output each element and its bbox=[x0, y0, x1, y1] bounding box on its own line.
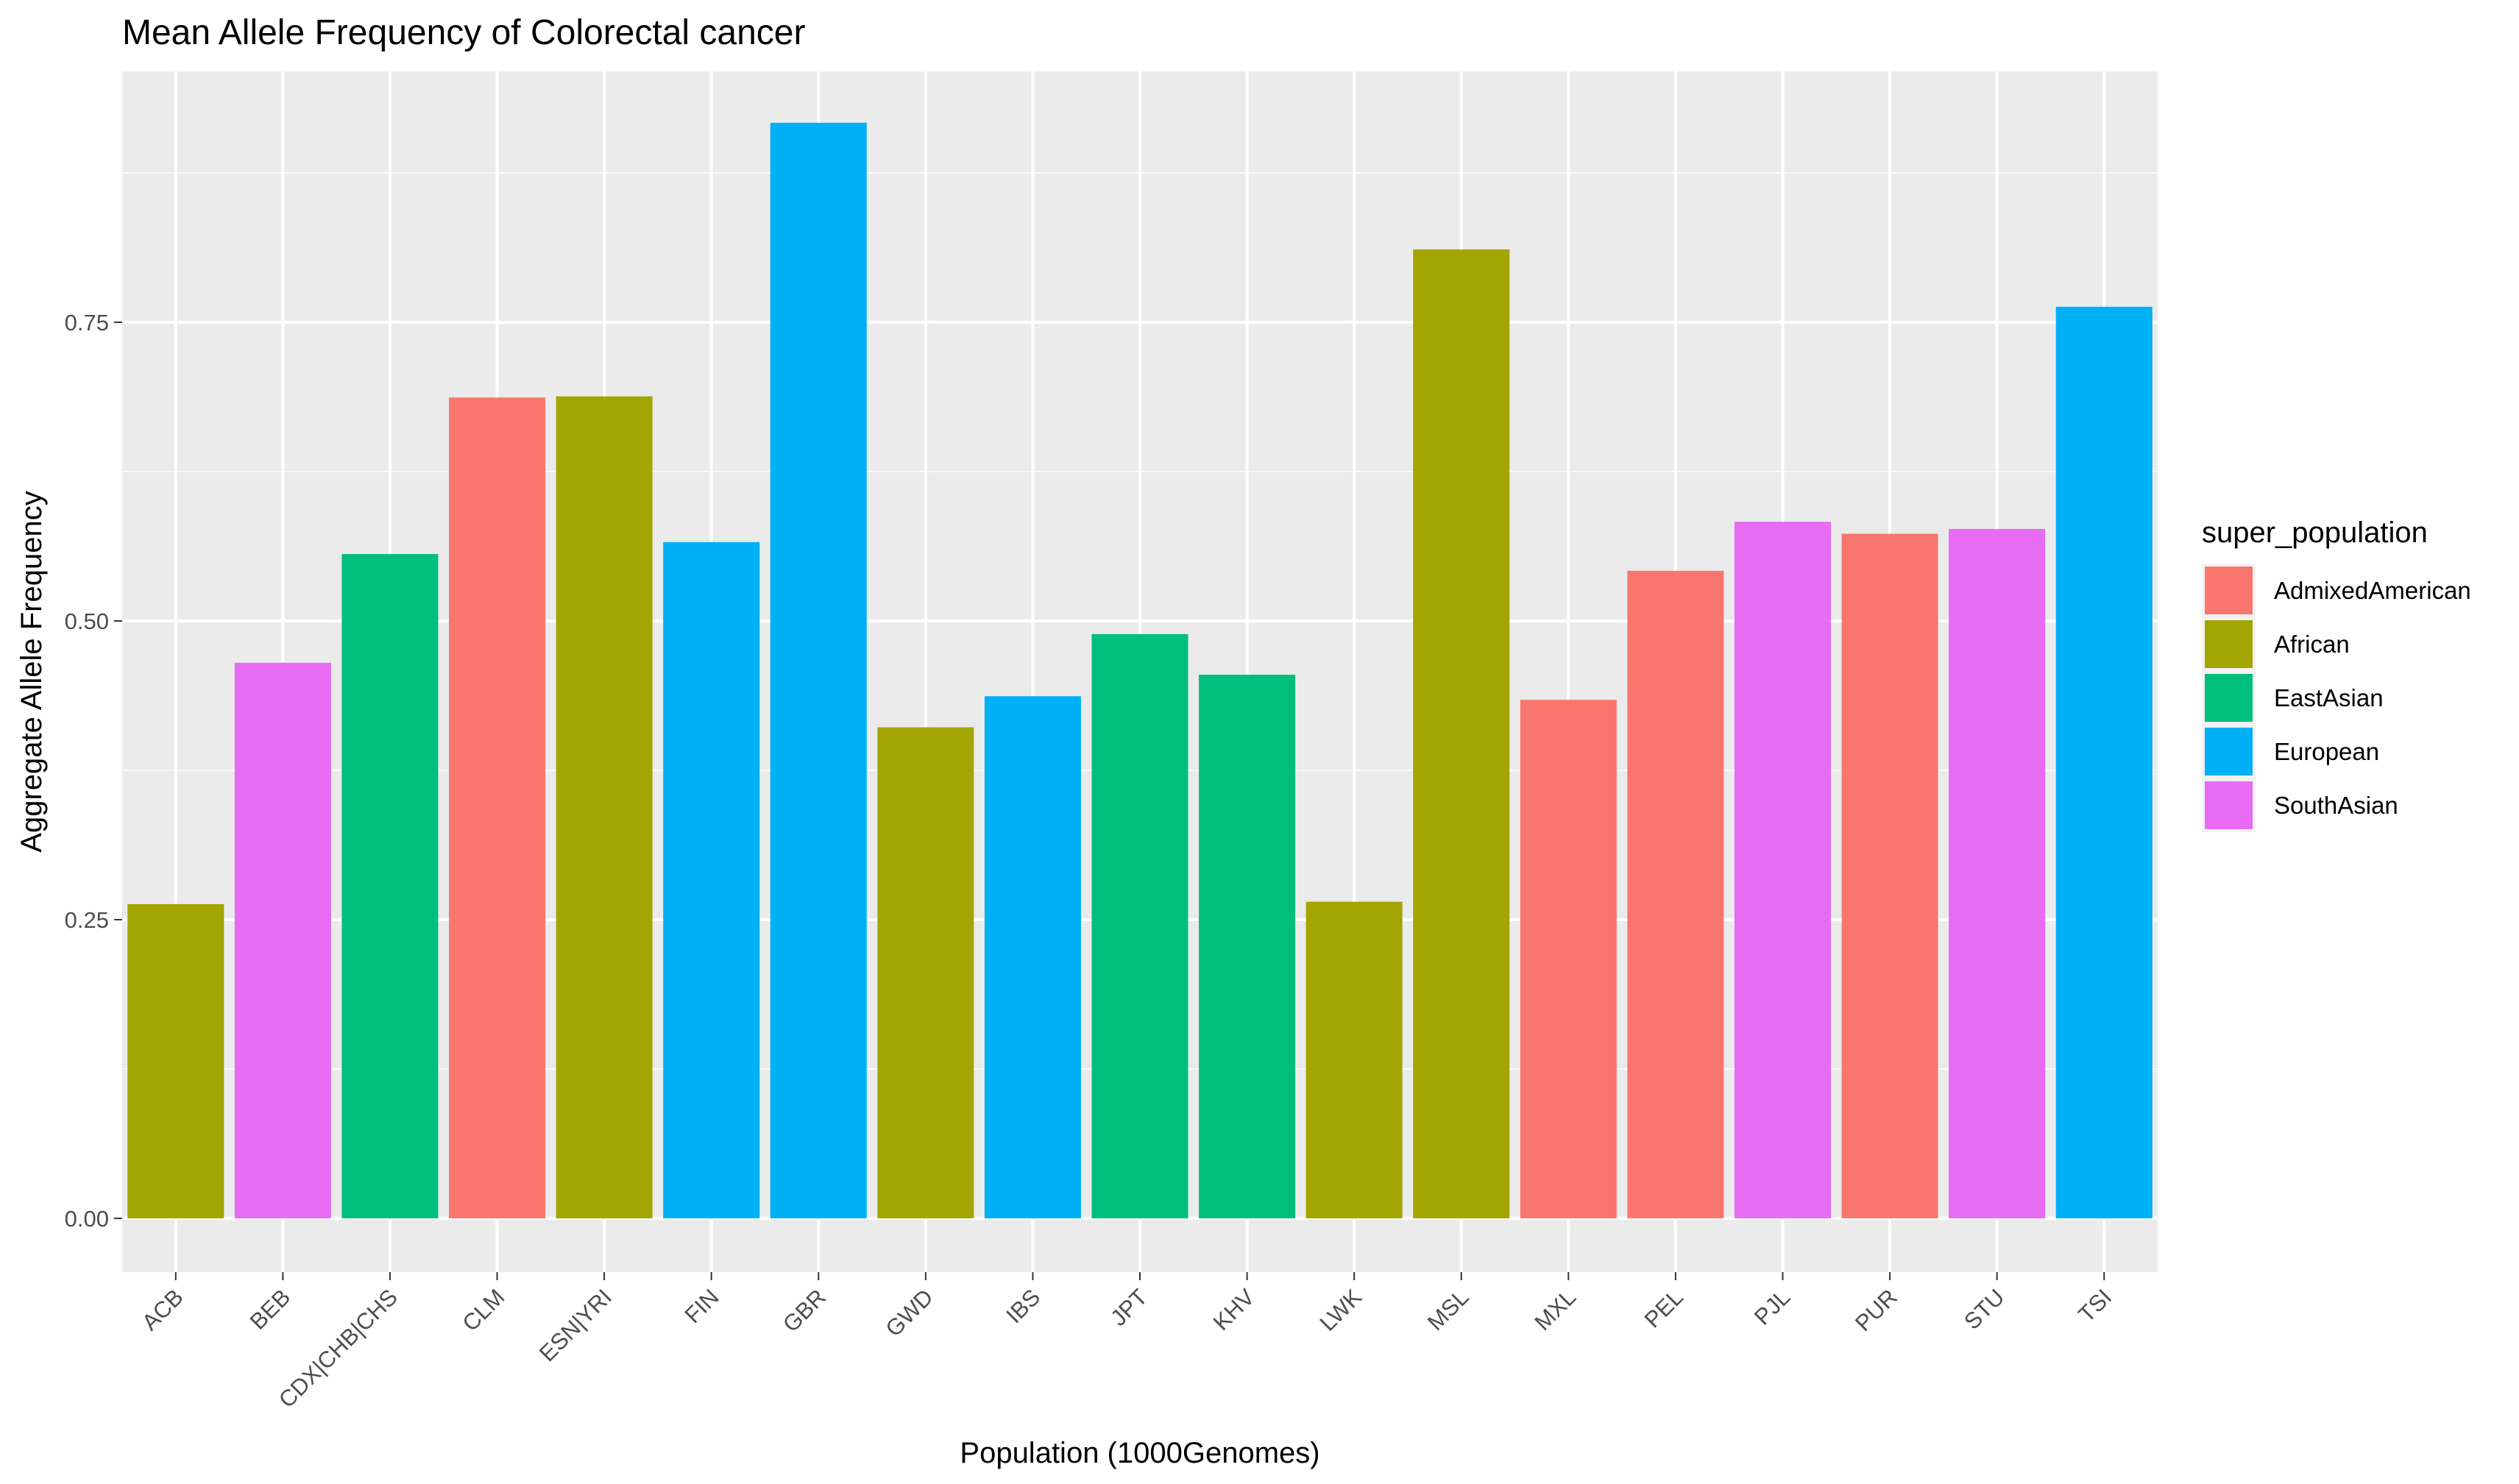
bar-pel bbox=[1627, 570, 1724, 1218]
chart-title: Mean Allele Frequency of Colorectal canc… bbox=[122, 13, 805, 52]
bar-pjl bbox=[1734, 522, 1831, 1218]
bar-acb bbox=[127, 903, 224, 1218]
bar-gbr bbox=[770, 122, 867, 1218]
legend-label: SouthAsian bbox=[2274, 792, 2398, 819]
x-axis-title: Population (1000Genomes) bbox=[960, 1437, 1319, 1469]
bar-clm bbox=[449, 397, 546, 1218]
x-tick-label: FIN bbox=[680, 1284, 724, 1328]
bar-stu bbox=[1949, 528, 2046, 1218]
bar-gwd bbox=[877, 727, 974, 1218]
legend-label: AdmixedAmerican bbox=[2274, 577, 2471, 604]
legend: super_population AdmixedAmerican African E… bbox=[2202, 516, 2471, 832]
legend-swatch bbox=[2205, 728, 2253, 775]
legend-title: super_population bbox=[2202, 516, 2428, 549]
x-tick-label: STU bbox=[1959, 1284, 2010, 1335]
legend-label: African bbox=[2274, 631, 2350, 658]
bar-pur bbox=[1841, 533, 1938, 1218]
x-tick-label: IBS bbox=[1001, 1284, 1045, 1328]
x-tick-label: CLM bbox=[457, 1284, 509, 1336]
x-tick-label: KHV bbox=[1208, 1284, 1260, 1335]
bar-fin bbox=[663, 542, 760, 1218]
bar-khv bbox=[1199, 675, 1296, 1218]
x-tick-label: JPT bbox=[1105, 1284, 1152, 1331]
bar-msl bbox=[1413, 249, 1510, 1218]
x-tick-label: PEL bbox=[1640, 1284, 1688, 1332]
bar-beb bbox=[234, 662, 331, 1218]
bars bbox=[127, 122, 2153, 1218]
legend-label: European bbox=[2274, 738, 2379, 765]
x-tick-label: PUR bbox=[1850, 1284, 1902, 1336]
x-tick-label: ACB bbox=[137, 1284, 188, 1335]
x-tick-label: TSI bbox=[2073, 1284, 2116, 1327]
legend-swatch bbox=[2205, 781, 2253, 829]
y-tick-label: 0.50 bbox=[65, 608, 109, 634]
y-axis: 0.00 0.25 0.50 0.75 bbox=[65, 310, 122, 1232]
legend-swatch bbox=[2205, 674, 2253, 722]
bar-cdx-chb-chs bbox=[341, 554, 439, 1218]
legend-label: EastAsian bbox=[2274, 684, 2384, 711]
bar-ibs bbox=[984, 696, 1081, 1218]
legend-swatch bbox=[2205, 620, 2253, 668]
bar-esn-yri bbox=[556, 396, 653, 1218]
bar-lwk bbox=[1305, 901, 1403, 1218]
x-tick-label: MXL bbox=[1529, 1284, 1581, 1335]
y-tick-label: 0.75 bbox=[65, 310, 109, 336]
y-tick-label: 0.00 bbox=[65, 1206, 109, 1232]
x-tick-label: GWD bbox=[880, 1284, 938, 1341]
y-tick-label: 0.25 bbox=[65, 907, 109, 933]
x-tick-label: GBR bbox=[778, 1284, 831, 1337]
bar-mxl bbox=[1520, 700, 1617, 1218]
x-tick-label: ESN|YRI bbox=[534, 1284, 617, 1366]
x-tick-label: MSL bbox=[1423, 1284, 1474, 1335]
bar-jpt bbox=[1091, 633, 1188, 1218]
x-tick-label: LWK bbox=[1314, 1284, 1367, 1336]
x-tick-label: BEB bbox=[245, 1284, 296, 1335]
x-tick-label: PJL bbox=[1749, 1284, 1796, 1330]
legend-swatch bbox=[2205, 567, 2253, 614]
y-axis-title: Aggregate Allele Frequency bbox=[15, 491, 48, 852]
bar-tsi bbox=[2055, 306, 2153, 1218]
